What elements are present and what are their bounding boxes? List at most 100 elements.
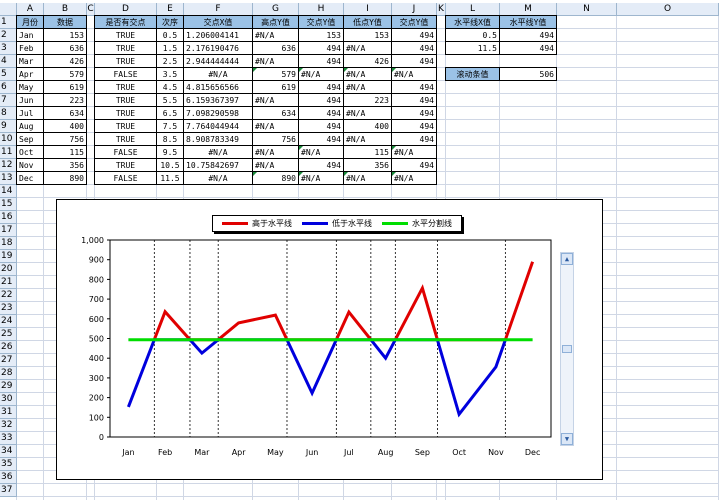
cell-cross-y1[interactable]: 494 <box>299 94 344 107</box>
select-all-corner[interactable] <box>0 3 17 16</box>
row-header-36[interactable]: 36 <box>0 471 17 484</box>
column-header-l[interactable]: L <box>446 3 500 16</box>
cell-cross-y2[interactable]: 494 <box>392 133 437 146</box>
cell-month[interactable]: Dec <box>17 172 44 185</box>
row-header-11[interactable]: 11 <box>0 146 17 159</box>
cell-cross-x[interactable]: 7.764044944 <box>184 120 253 133</box>
cell-high-y[interactable]: #N/A <box>253 55 299 68</box>
row-header-1[interactable]: 1 <box>0 16 17 29</box>
cell-low-y[interactable]: #N/A <box>344 107 392 120</box>
cell-index[interactable]: 4.5 <box>157 81 184 94</box>
cell-low-y[interactable]: #N/A <box>344 68 392 81</box>
cell-month[interactable]: May <box>17 81 44 94</box>
cell-month[interactable]: Mar <box>17 55 44 68</box>
row-header-30[interactable]: 30 <box>0 393 17 406</box>
row-header-6[interactable]: 6 <box>0 81 17 94</box>
cell-cross-y2[interactable]: 494 <box>392 107 437 120</box>
scroll-thumb[interactable] <box>562 345 572 353</box>
cell-index[interactable]: 6.5 <box>157 107 184 120</box>
header-h-y[interactable]: 水平线Y值 <box>500 16 557 29</box>
legend-entry[interactable]: 高于水平线 <box>222 218 292 229</box>
cell-high-y[interactable]: #N/A <box>253 120 299 133</box>
cell-cross-x[interactable]: 10.75842697 <box>184 159 253 172</box>
row-header-17[interactable]: 17 <box>0 224 17 237</box>
cell-value[interactable]: 426 <box>44 55 87 68</box>
cell-cross-y1[interactable]: 494 <box>299 133 344 146</box>
header-cross-y2[interactable]: 交点Y值 <box>392 16 437 29</box>
cell-h-x[interactable]: 11.5 <box>446 42 500 55</box>
cell-index[interactable]: 8.5 <box>157 133 184 146</box>
cell-cross[interactable]: FALSE <box>95 172 157 185</box>
column-header-h[interactable]: H <box>299 3 344 16</box>
cell-month[interactable]: Apr <box>17 68 44 81</box>
cell-cross-y1[interactable]: 494 <box>299 81 344 94</box>
cell-cross-y2[interactable]: 494 <box>392 81 437 94</box>
cell-high-y[interactable]: #N/A <box>253 146 299 159</box>
cell-cross[interactable]: FALSE <box>95 68 157 81</box>
cell-month[interactable]: Nov <box>17 159 44 172</box>
row-header-20[interactable]: 20 <box>0 263 17 276</box>
cell-cross-x[interactable]: 1.206004141 <box>184 29 253 42</box>
cell-value[interactable]: 153 <box>44 29 87 42</box>
cell-low-y[interactable]: #N/A <box>344 133 392 146</box>
row-header-14[interactable]: 14 <box>0 185 17 198</box>
cell-cross-y2[interactable]: #N/A <box>392 172 437 185</box>
cell-month[interactable]: Jul <box>17 107 44 120</box>
cell-cross[interactable]: TRUE <box>95 133 157 146</box>
chart-area[interactable] <box>56 199 603 480</box>
column-header-b[interactable]: B <box>44 3 87 16</box>
row-header-37[interactable]: 37 <box>0 484 17 497</box>
cell-cross[interactable]: TRUE <box>95 29 157 42</box>
cell-cross-y2[interactable]: 494 <box>392 29 437 42</box>
row-header-9[interactable]: 9 <box>0 120 17 133</box>
cell-cross-y2[interactable]: 494 <box>392 94 437 107</box>
cell-cross[interactable]: TRUE <box>95 55 157 68</box>
header-value[interactable]: 数据 <box>44 16 87 29</box>
cell-low-y[interactable]: 400 <box>344 120 392 133</box>
row-header-18[interactable]: 18 <box>0 237 17 250</box>
cell-cross[interactable]: TRUE <box>95 94 157 107</box>
cell-month[interactable]: Jan <box>17 29 44 42</box>
column-header-k[interactable]: K <box>437 3 446 16</box>
cell-cross[interactable]: FALSE <box>95 146 157 159</box>
cell-month[interactable]: Sep <box>17 133 44 146</box>
cell-cross[interactable]: TRUE <box>95 81 157 94</box>
row-header-4[interactable]: 4 <box>0 55 17 68</box>
row-header-25[interactable]: 25 <box>0 328 17 341</box>
cell-month[interactable]: Feb <box>17 42 44 55</box>
cell-cross-y1[interactable]: 153 <box>299 29 344 42</box>
cell-value[interactable]: 619 <box>44 81 87 94</box>
row-header-34[interactable]: 34 <box>0 445 17 458</box>
cell-cross-y2[interactable]: 494 <box>392 159 437 172</box>
row-header-12[interactable]: 12 <box>0 159 17 172</box>
column-header-i[interactable]: I <box>344 3 392 16</box>
row-header-22[interactable]: 22 <box>0 289 17 302</box>
column-header-a[interactable]: A <box>17 3 44 16</box>
header-cross-x[interactable]: 交点X值 <box>184 16 253 29</box>
chart-scrollbar[interactable]: ▲ ▼ <box>560 252 574 446</box>
cell-cross[interactable]: TRUE <box>95 107 157 120</box>
cell-low-y[interactable]: 356 <box>344 159 392 172</box>
cell-index[interactable]: 7.5 <box>157 120 184 133</box>
cell-value[interactable]: 400 <box>44 120 87 133</box>
cell-index[interactable]: 9.5 <box>157 146 184 159</box>
cell-low-y[interactable]: 223 <box>344 94 392 107</box>
header-cross-y1[interactable]: 交点Y值 <box>299 16 344 29</box>
cell-value[interactable]: 636 <box>44 42 87 55</box>
column-header-g[interactable]: G <box>253 3 299 16</box>
cell-high-y[interactable]: #N/A <box>253 29 299 42</box>
column-header-o[interactable]: O <box>617 3 719 16</box>
scroll-up-icon[interactable]: ▲ <box>561 253 573 265</box>
cell-month[interactable]: Jun <box>17 94 44 107</box>
row-header-5[interactable]: 5 <box>0 68 17 81</box>
scroll-down-icon[interactable]: ▼ <box>561 433 573 445</box>
column-header-j[interactable]: J <box>392 3 437 16</box>
row-header-21[interactable]: 21 <box>0 276 17 289</box>
cell-cross-y2[interactable]: 494 <box>392 120 437 133</box>
cell-h-y[interactable]: 494 <box>500 29 557 42</box>
cell-low-y[interactable]: 426 <box>344 55 392 68</box>
cell-cross-y1[interactable]: 494 <box>299 55 344 68</box>
cell-month[interactable]: Oct <box>17 146 44 159</box>
cell-cross-x[interactable]: 8.908783349 <box>184 133 253 146</box>
